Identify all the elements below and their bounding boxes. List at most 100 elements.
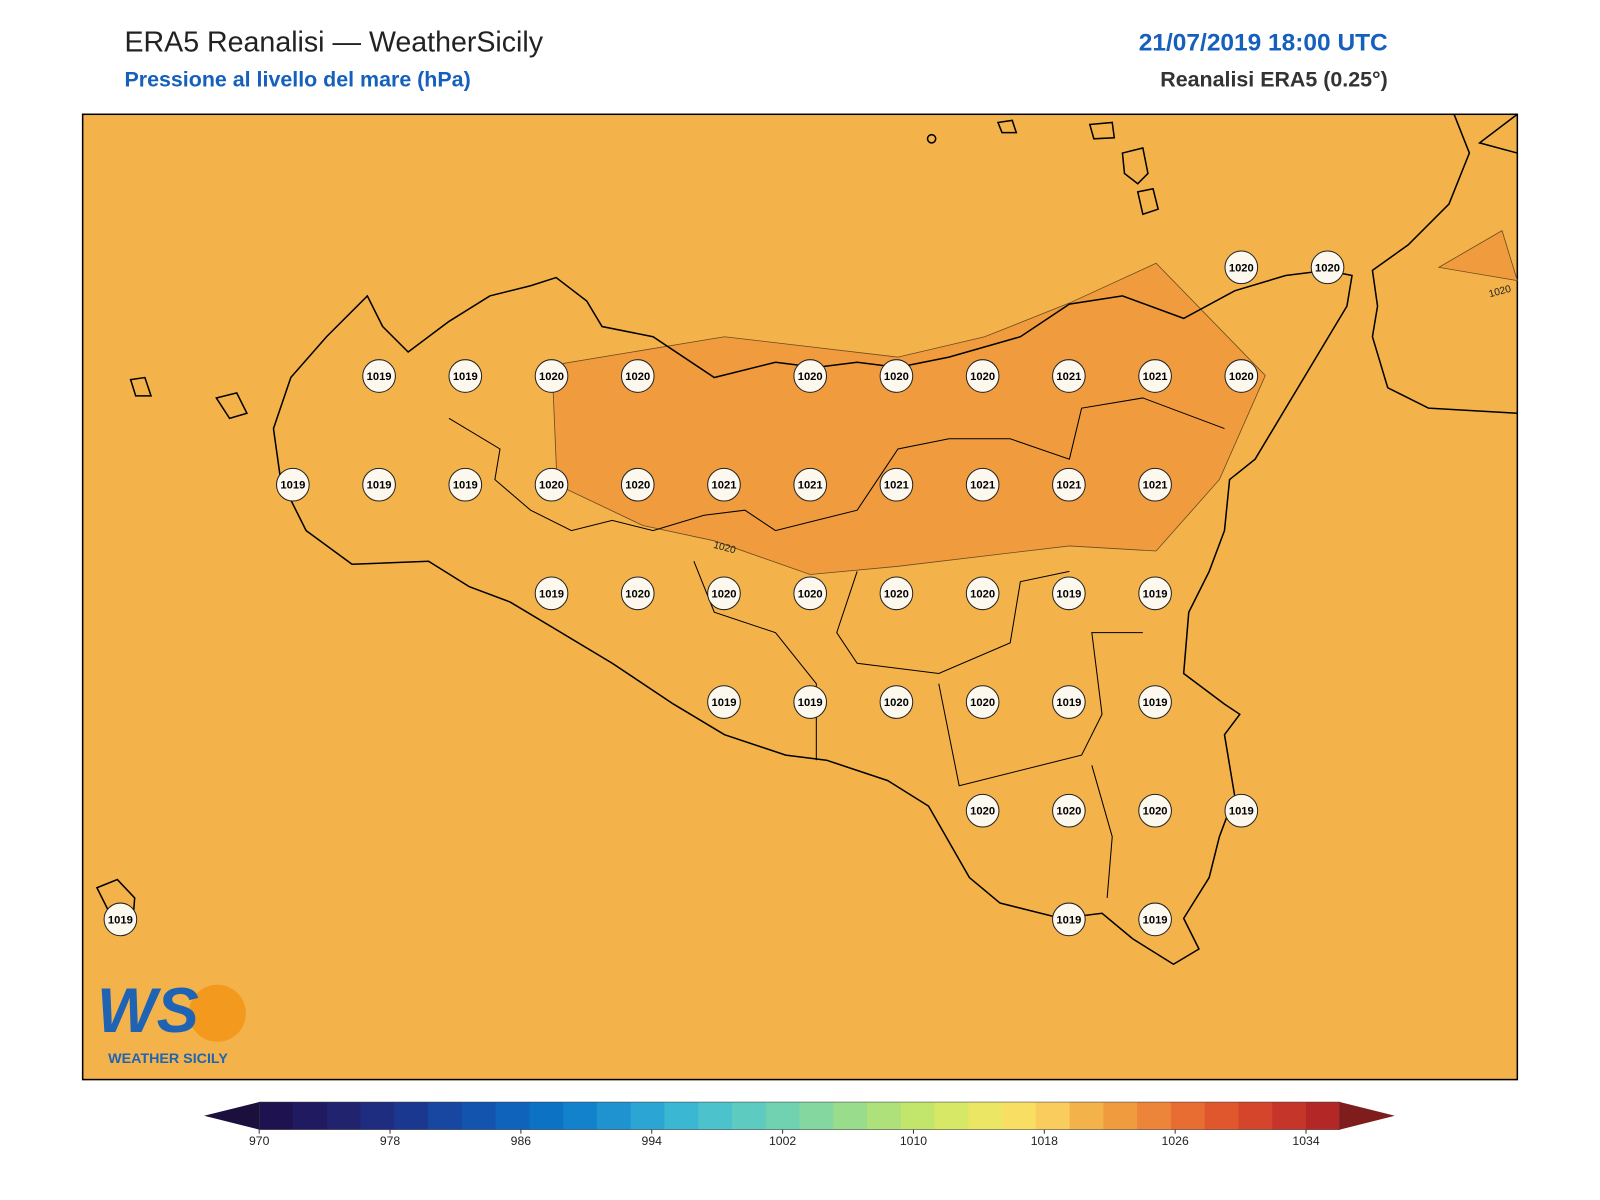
station-marker bbox=[793, 685, 828, 719]
station-value: 1020 bbox=[539, 480, 564, 492]
station-value: 1019 bbox=[711, 697, 736, 709]
station-marker bbox=[1224, 250, 1259, 285]
station-value: 1019 bbox=[367, 371, 392, 383]
station-marker bbox=[879, 467, 914, 502]
station-marker bbox=[1052, 685, 1086, 719]
logo-mark: WS bbox=[97, 976, 199, 1046]
logo-sun bbox=[188, 984, 246, 1042]
station-value: 1019 bbox=[108, 914, 133, 926]
station-value: 1021 bbox=[970, 480, 995, 492]
colorbar-swatch bbox=[934, 1102, 969, 1130]
station-marker bbox=[1224, 793, 1259, 828]
station-marker bbox=[1052, 467, 1086, 502]
colorbar-swatch bbox=[1170, 1102, 1206, 1130]
station-marker bbox=[1224, 359, 1259, 393]
station-marker bbox=[707, 576, 741, 611]
station-value: 1020 bbox=[970, 697, 995, 709]
station-value: 1020 bbox=[625, 480, 650, 492]
station-value: 1020 bbox=[970, 588, 995, 600]
station-marker bbox=[1052, 576, 1086, 611]
colorbar-swatch bbox=[1137, 1102, 1172, 1130]
station-value: 1020 bbox=[1143, 806, 1168, 818]
source: Reanalisi ERA5 (0.25°) bbox=[1160, 67, 1387, 91]
colorbar: 970 978 986 994 1002 1010 1018 1026 1034 bbox=[204, 1101, 1395, 1148]
station-value: 1019 bbox=[1143, 914, 1168, 926]
station-value: 1021 bbox=[798, 480, 823, 492]
colorbar-swatch bbox=[765, 1102, 800, 1130]
colorbar-swatch bbox=[292, 1102, 328, 1130]
colorbar-tick-label: 986 bbox=[511, 1134, 532, 1148]
colorbar-frame bbox=[258, 1101, 1341, 1130]
station-marker bbox=[1138, 467, 1172, 502]
colorbar-swatch bbox=[529, 1102, 564, 1130]
contour-area bbox=[1437, 229, 1518, 282]
colorbar-swatch bbox=[360, 1102, 395, 1130]
station-value: 1020 bbox=[798, 588, 823, 600]
station-marker bbox=[362, 467, 396, 502]
colorbar-tick-label: 1026 bbox=[1162, 1134, 1189, 1148]
station-marker bbox=[707, 467, 741, 502]
station-marker bbox=[534, 467, 569, 502]
station-value: 1019 bbox=[539, 588, 564, 600]
datetime: 21/07/2019 18:00 UTC bbox=[1139, 29, 1388, 56]
station-marker bbox=[1052, 793, 1086, 828]
station-marker bbox=[965, 576, 1000, 611]
colorbar-swatch bbox=[428, 1102, 463, 1130]
station-marker bbox=[707, 685, 741, 719]
colorbar-swatch bbox=[799, 1102, 834, 1130]
station-marker bbox=[793, 576, 828, 611]
station-value: 1021 bbox=[884, 480, 909, 492]
colorbar-swatch bbox=[900, 1102, 936, 1130]
station-marker bbox=[965, 467, 1000, 502]
colorbar-swatch bbox=[1069, 1102, 1104, 1130]
station-value: 1019 bbox=[453, 371, 478, 383]
station-value: 1019 bbox=[280, 480, 305, 492]
station-value: 1019 bbox=[798, 697, 823, 709]
station-marker bbox=[965, 793, 1000, 828]
colorbar-swatch bbox=[326, 1102, 361, 1130]
station-value: 1019 bbox=[1056, 914, 1081, 926]
station-value: 1020 bbox=[711, 588, 736, 600]
station-marker bbox=[879, 685, 914, 719]
station-marker bbox=[1052, 359, 1086, 393]
station-marker bbox=[362, 359, 396, 393]
station-marker bbox=[448, 359, 483, 393]
station-value: 1019 bbox=[1143, 697, 1168, 709]
colorbar-swatch bbox=[968, 1102, 1003, 1130]
colorbar-swatch bbox=[563, 1102, 598, 1130]
station-value: 1021 bbox=[711, 480, 736, 492]
station-marker bbox=[879, 576, 914, 611]
colorbar-swatch bbox=[394, 1102, 429, 1130]
station-marker bbox=[1138, 685, 1172, 719]
station-value: 1020 bbox=[884, 371, 909, 383]
colorbar-swatch bbox=[1238, 1102, 1273, 1130]
station-marker bbox=[620, 359, 655, 393]
colorbar-swatch bbox=[1272, 1102, 1307, 1130]
station-marker bbox=[620, 467, 655, 502]
colorbar-swatch bbox=[698, 1102, 733, 1130]
station-value: 1019 bbox=[453, 480, 478, 492]
station-value: 1021 bbox=[1056, 480, 1081, 492]
colorbar-tick-label: 1034 bbox=[1292, 1134, 1319, 1148]
station-marker bbox=[534, 576, 569, 611]
colorbar-swatch bbox=[259, 1102, 294, 1130]
station-value: 1020 bbox=[884, 697, 909, 709]
colorbar-tick-label: 1010 bbox=[900, 1134, 927, 1148]
colorbar-tick-label: 978 bbox=[380, 1134, 401, 1148]
station-marker bbox=[793, 359, 828, 393]
station-value: 1021 bbox=[1056, 371, 1081, 383]
stations: 1020 1020 1019 1019 1020 1020 1020 1020 1020 1021… bbox=[103, 250, 1345, 937]
colorbar-swatch bbox=[867, 1102, 902, 1130]
station-marker bbox=[1138, 359, 1172, 393]
canvas: ERA5 Reanalisi — WeatherSicily Pressione… bbox=[81, 26, 1519, 1148]
colorbar-swatch bbox=[1035, 1102, 1071, 1130]
station-marker bbox=[103, 902, 138, 937]
colorbar-swatch bbox=[630, 1102, 665, 1130]
station-value: 1021 bbox=[1143, 480, 1168, 492]
colorbar-tick-label: 970 bbox=[249, 1134, 270, 1148]
logo: WS WEATHER SICILY bbox=[97, 976, 246, 1067]
station-value: 1020 bbox=[1229, 371, 1254, 383]
colorbar-swatch bbox=[461, 1102, 497, 1130]
station-value: 1020 bbox=[1315, 262, 1340, 274]
colorbar-tick-label: 1018 bbox=[1031, 1134, 1058, 1148]
